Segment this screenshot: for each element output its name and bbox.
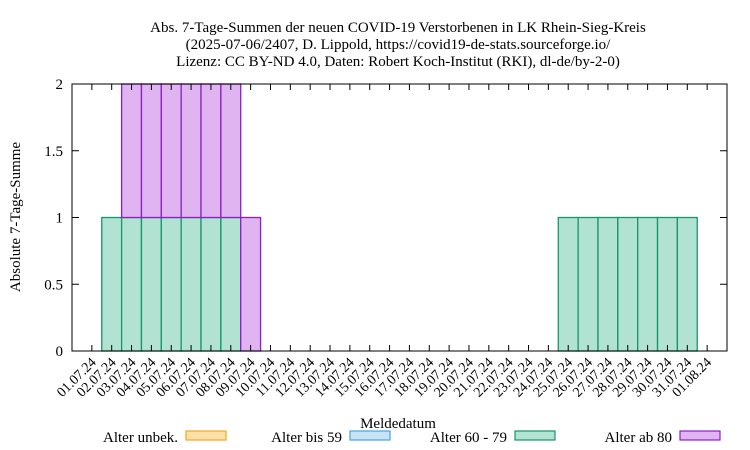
y-tick-label: 0.5 <box>44 277 63 293</box>
title-line-2: (2025-07-06/2407, D. Lippold, https://co… <box>186 37 611 53</box>
bar-alter-60-79-02.07.24 <box>101 216 123 352</box>
bar-alter-60-79-29.07.24 <box>637 216 659 352</box>
legend-label-alter-ab-80: Alter ab 80 <box>605 430 672 446</box>
bar-alter-60-79-06.07.24 <box>180 216 202 352</box>
legend: Alter unbek. Alter bis 59 Alter 60 - 79 Alt… <box>103 430 721 446</box>
y-axis-label: Absolute 7-Tage-Summe <box>8 142 24 293</box>
x-axis-label: Meldedatum <box>360 416 436 432</box>
bar-alter-ab-80-08.07.24 <box>220 83 242 219</box>
bar-alter-60-79-03.07.24 <box>120 216 143 352</box>
y-axis: 0 0.5 1 1.5 2 <box>44 77 727 360</box>
bar-alter-60-79-28.07.24 <box>617 216 639 352</box>
bar-alter-60-79-05.07.24 <box>160 216 182 352</box>
legend-swatch-alter-bis-59 <box>349 430 391 441</box>
bar-alter-60-79-07.07.24 <box>200 216 222 352</box>
legend-swatch-alter-unbek- <box>185 430 227 441</box>
legend-swatch-alter-60-79 <box>514 430 556 441</box>
bar-alter-ab-80-05.07.24 <box>160 83 182 219</box>
bar-alter-60-79-30.07.24 <box>656 216 679 352</box>
legend-swatch-alter-ab-80 <box>679 430 721 441</box>
bar-alter-60-79-27.07.24 <box>597 216 619 352</box>
y-tick-label: 0 <box>56 344 64 360</box>
bar-alter-ab-80-04.07.24 <box>140 83 162 219</box>
y-tick-label: 2 <box>56 77 64 93</box>
y-tick-label: 1.5 <box>44 144 63 160</box>
bar-alter-ab-80-09.07.24 <box>240 216 262 352</box>
y-tick-label: 1 <box>56 211 64 227</box>
bar-alter-60-79-31.07.24 <box>676 216 698 352</box>
bar-alter-ab-80-06.07.24 <box>180 83 202 219</box>
bar-alter-ab-80-07.07.24 <box>200 83 222 219</box>
legend-label-alter-60-79: Alter 60 - 79 <box>430 430 507 446</box>
bar-alter-60-79-25.07.24 <box>557 216 579 352</box>
bar-alter-60-79-26.07.24 <box>577 216 599 352</box>
title-line-3: Lizenz: CC BY-ND 4.0, Daten: Robert Koch… <box>176 54 620 70</box>
title-line-1: Abs. 7-Tage-Summen der neuen COVID-19 Ve… <box>150 20 646 36</box>
bar-alter-60-79-08.07.24 <box>220 216 242 352</box>
bar-alter-ab-80-03.07.24 <box>120 83 143 219</box>
legend-label-alter-bis-59: Alter bis 59 <box>271 430 342 446</box>
bar-alter-60-79-04.07.24 <box>140 216 162 352</box>
chart-title: Abs. 7-Tage-Summen der neuen COVID-19 Ve… <box>150 20 646 70</box>
bars-layer <box>101 83 698 352</box>
legend-label-alter-unbek-: Alter unbek. <box>103 430 178 446</box>
